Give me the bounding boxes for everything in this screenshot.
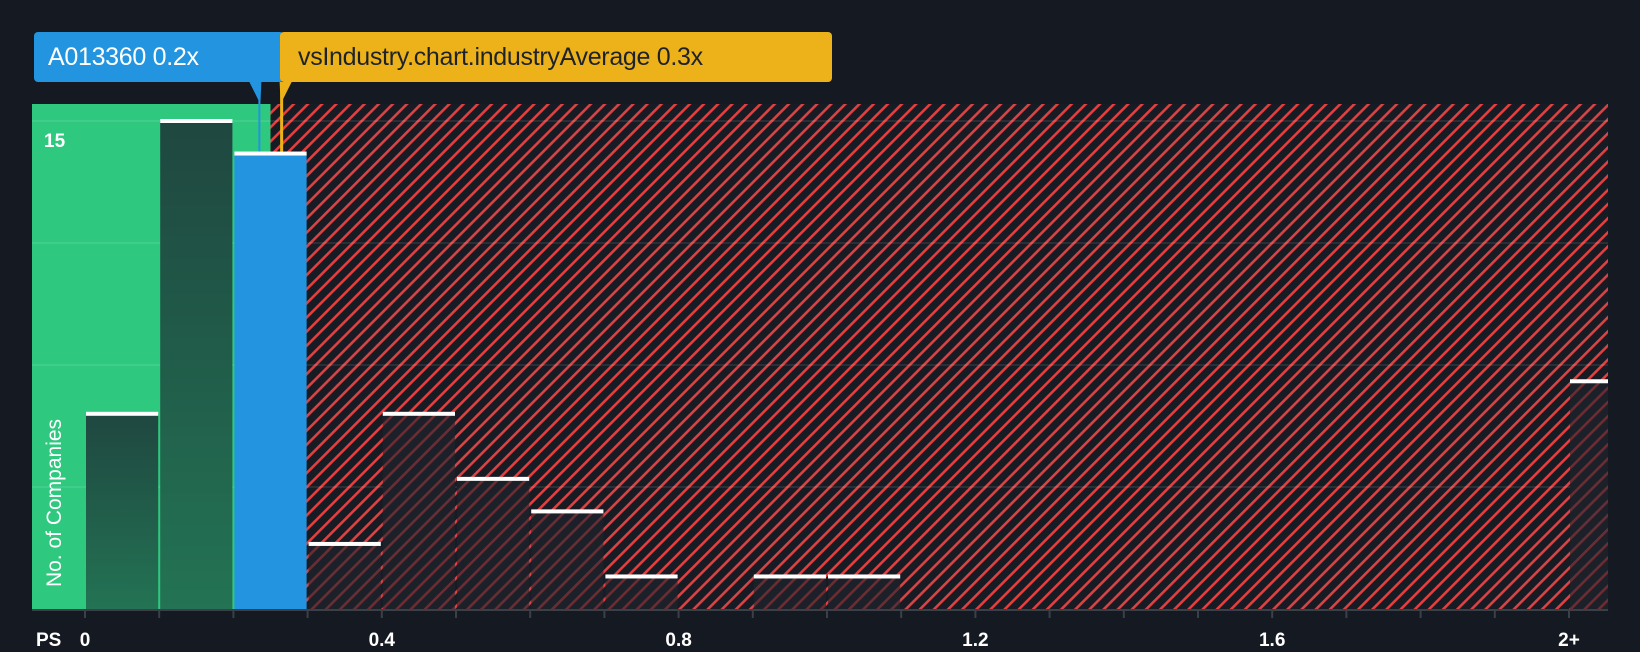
x-tick-label: 2+: [1558, 630, 1580, 651]
x-axis-prefix: PS: [36, 630, 62, 651]
industry-average-text: vsIndustry.chart.industryAverage 0.3x: [298, 42, 703, 71]
company-ps-text: A013360 0.2x: [48, 42, 199, 71]
x-tick-label: 0.4: [368, 630, 395, 651]
histogram-bar: [531, 511, 604, 609]
bar-top-cap: [457, 476, 530, 481]
company-ps-label: A013360 0.2x: [34, 32, 284, 82]
bar-top-cap: [160, 119, 233, 123]
industry-average-label: vsIndustry.chart.industryAverage 0.3x: [280, 32, 832, 82]
bar-top-cap: [86, 411, 159, 416]
histogram-bar: [234, 153, 307, 610]
histogram-bar: [828, 576, 901, 609]
histogram-bar: [457, 478, 530, 609]
x-tick-label: 0.8: [665, 630, 692, 651]
histogram-bar: [1570, 381, 1608, 609]
histogram-bar: [605, 576, 678, 609]
histogram-bar: [308, 543, 381, 609]
bar-top-cap: [753, 574, 826, 579]
bar-top-cap: [234, 151, 307, 156]
y-axis-title: No. of Companies: [43, 418, 66, 588]
bar-top-cap: [531, 509, 604, 514]
histogram-bar: [86, 413, 159, 609]
bar-top-cap: [828, 574, 901, 579]
y-tick-label: 15: [44, 131, 66, 152]
bar-top-cap: [308, 541, 381, 546]
bar-top-cap: [605, 574, 678, 579]
x-tick-label: 1.2: [962, 630, 989, 651]
histogram-bar: [382, 413, 455, 609]
x-tick-label: 0: [79, 630, 91, 651]
x-tick-label: 1.6: [1258, 630, 1286, 651]
histogram-bar: [753, 576, 826, 609]
histogram-bar: [160, 121, 233, 609]
bar-top-cap: [382, 411, 455, 416]
bar-top-cap: [1570, 379, 1608, 384]
